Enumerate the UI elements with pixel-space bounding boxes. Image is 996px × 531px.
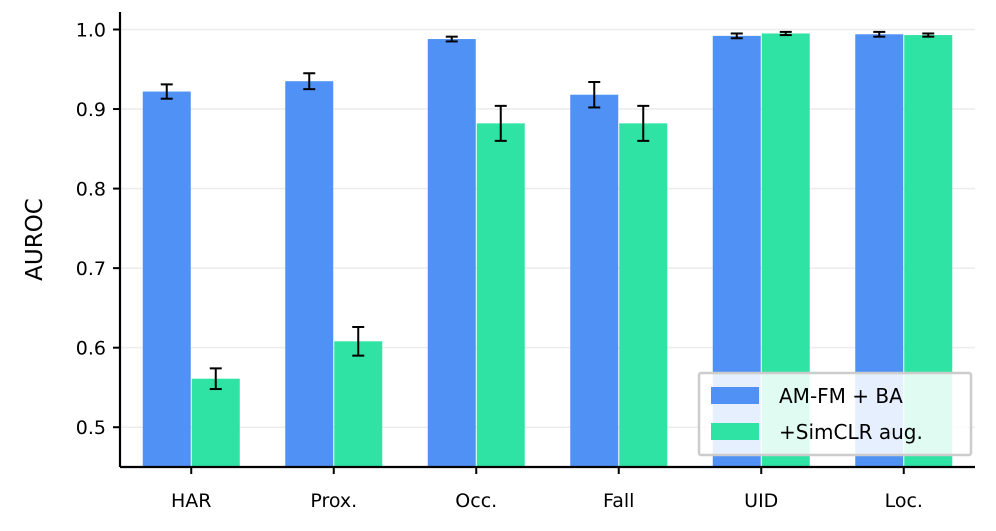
y-tick-label: 0.5 — [76, 417, 106, 439]
bar-simclr — [476, 123, 525, 467]
y-tick-label: 0.6 — [76, 338, 106, 360]
legend-swatch — [711, 423, 759, 440]
legend-label: +SimCLR aug. — [779, 420, 923, 444]
bar-amfm — [142, 91, 191, 467]
y-axis-label: AUROC — [22, 198, 48, 281]
y-tick-label: 0.9 — [76, 99, 106, 121]
grid-lines — [120, 28, 975, 428]
bar-simclr — [619, 123, 668, 467]
x-tick-label: Fall — [603, 490, 634, 512]
axes — [113, 12, 975, 474]
y-tick-label: 0.7 — [76, 258, 106, 280]
y-tick-label: 0.8 — [76, 179, 106, 201]
error-bars — [160, 30, 935, 391]
x-tick-label: Occ. — [455, 490, 497, 512]
y-tick-label: 1.0 — [76, 20, 106, 42]
x-tick-label: Prox. — [310, 490, 357, 512]
legend-label: AM-FM + BA — [779, 384, 903, 408]
x-tick-label: Loc. — [885, 490, 923, 512]
bar-amfm — [285, 81, 334, 468]
bar-simclr — [334, 341, 383, 467]
bar-simclr — [191, 378, 240, 467]
legend-box — [697, 371, 973, 457]
legend-swatch — [711, 387, 759, 404]
legend: AM-FM + BA +SimCLR aug. — [697, 371, 973, 457]
x-tick-label: UID — [744, 490, 778, 512]
bar-amfm — [570, 94, 619, 468]
tick-labels: 0.5 0.6 0.7 0.8 0.9 1.0 HAR Prox. Occ. Fall UID Loc… — [76, 20, 923, 513]
x-tick-label: HAR — [171, 490, 212, 512]
bar-amfm — [427, 39, 476, 467]
